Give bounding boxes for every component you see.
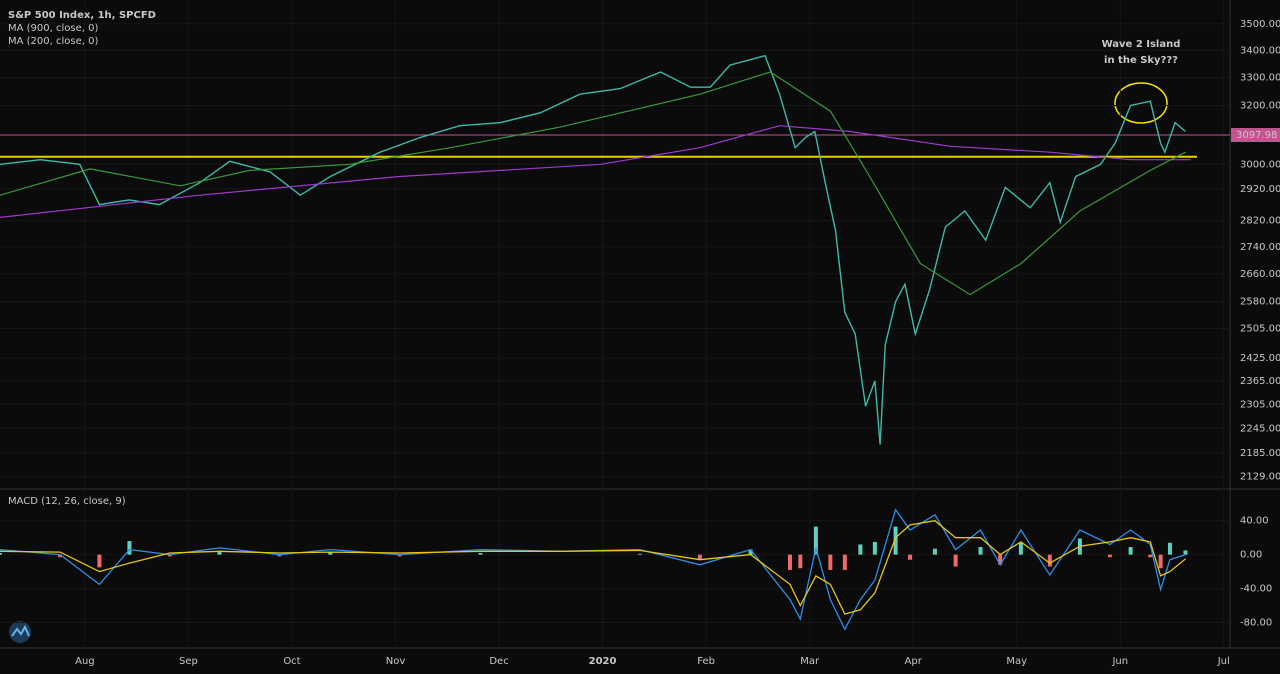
legend-entry: MA (900, close, 0) [8,23,98,34]
histogram-bar [0,552,2,555]
x-tick-label: Nov [386,656,406,667]
histogram-bar [127,541,132,555]
x-tick-label: Jul [1217,656,1230,667]
histogram-bar [998,554,1003,565]
legend-entry: S&P 500 Index, 1h, SPCFD [8,10,156,21]
histogram-bar [637,553,642,555]
y-tick-label: 2425.00 [1240,353,1280,364]
x-tick-label: Dec [489,656,508,667]
histogram-bar [217,551,222,555]
y-tick-label: 3000.00 [1240,159,1280,170]
histogram-bar [828,554,833,570]
y-tick-label: -80.00 [1240,618,1272,629]
histogram-bar [748,549,753,555]
histogram-bar [872,541,877,555]
histogram-bar [478,552,483,555]
histogram-bar [908,554,913,560]
y-tick-label: 2505.00 [1240,324,1280,335]
legend-entry: MA (200, close, 0) [8,36,98,47]
y-tick-label: 2129.00 [1240,472,1280,483]
y-tick-label: 2660.00 [1240,269,1280,280]
histogram-bar [697,554,702,560]
histogram-bar [932,548,937,555]
histogram-bar [1167,542,1172,555]
histogram-bar [1018,542,1023,555]
histogram-bar [277,554,282,557]
histogram-bar [328,552,333,555]
histogram-bar [893,526,898,555]
logo [9,621,31,643]
histogram-bar [842,554,847,570]
histogram-bar [978,547,983,555]
x-tick-label: Aug [75,656,95,667]
signal-line [0,520,1186,615]
macd-line [0,508,1186,631]
y-tick-label: 3200.00 [1240,101,1280,112]
histogram-bar [1047,554,1052,567]
y-tick-label: 2245.00 [1240,423,1280,434]
series-line [0,54,1186,445]
histogram-bar [1148,554,1153,558]
x-tick-label: Sep [179,656,198,667]
x-tick-label: Apr [905,656,923,667]
annotation: in the Sky??? [1104,55,1178,66]
x-tick-label: Jun [1111,656,1128,667]
histogram-bar [97,554,102,568]
y-tick-label: 2920.00 [1240,184,1280,195]
y-tick-label: 3500.00 [1240,19,1280,30]
histogram-bar [798,554,803,569]
y-tick-label: -40.00 [1240,584,1272,595]
x-tick-label: Oct [283,656,300,667]
histogram-bar [58,554,63,558]
histogram-bar [1183,550,1188,555]
indicator-title: MACD (12, 26, close, 9) [8,496,126,507]
x-tick-label: Feb [697,656,715,667]
y-tick-label: 2740.00 [1240,242,1280,253]
series-line [0,71,1186,296]
x-tick-label: Mar [800,656,820,667]
y-tick-label: 2185.00 [1240,448,1280,459]
histogram-bar [787,554,792,570]
y-tick-label: 40.00 [1240,516,1269,527]
y-tick-label: 2580.00 [1240,297,1280,308]
y-tick-label: 3300.00 [1240,72,1280,83]
histogram-bar [167,554,172,557]
histogram-bar [397,554,402,557]
annotation: Wave 2 Island [1102,39,1181,50]
series-line [0,125,1191,218]
histogram-bar [1128,547,1133,555]
price-tag-label: 3097.98 [1236,130,1277,141]
y-tick-label: 3400.00 [1240,45,1280,56]
price-tag [1231,128,1280,143]
histogram-bar [858,544,863,555]
y-tick-label: 2305.00 [1240,399,1280,410]
y-tick-label: 2820.00 [1240,216,1280,227]
x-tick-label: 2020 [589,656,617,667]
y-tick-label: 2365.00 [1240,376,1280,387]
histogram-bar [1107,554,1112,558]
histogram-bar [1158,554,1163,569]
x-tick-label: May [1006,656,1027,667]
histogram-bar [953,554,958,567]
y-tick-label: 0.00 [1240,550,1262,561]
histogram-bar [813,526,818,555]
highlight-ellipse [1114,82,1168,124]
